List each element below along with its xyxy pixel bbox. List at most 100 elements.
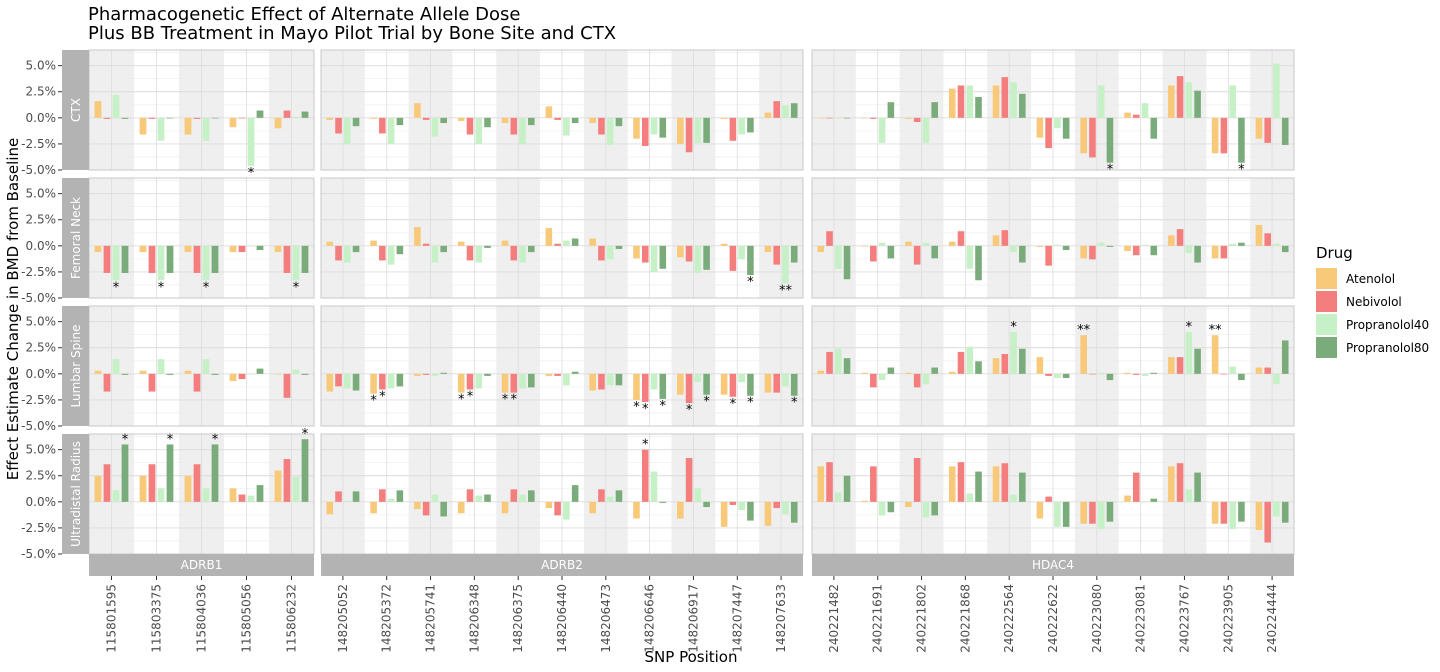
bar-115806232-propranolol80 xyxy=(301,373,309,375)
x-tick-label: 115806232 xyxy=(285,584,299,653)
bar-240221802-nebivolol xyxy=(913,458,921,502)
bar-115805056-propranolol40 xyxy=(247,245,255,247)
bar-148206440-propranolol40 xyxy=(563,373,570,386)
bar-148205741-propranolol80 xyxy=(440,245,447,253)
bar-148206646-propranolol80 xyxy=(659,117,667,138)
panel-adrb2-ctx xyxy=(320,49,804,171)
x-axis-title: SNP Position xyxy=(645,648,738,666)
bar-148205372-nebivolol xyxy=(379,373,386,390)
bar-148206646-propranolol40 xyxy=(650,471,658,502)
significance-marker: ** xyxy=(779,283,793,298)
bar-148206473-propranolol40 xyxy=(606,373,614,386)
significance-marker: * xyxy=(1238,163,1245,178)
bar-240223081-atenolol xyxy=(1124,245,1131,252)
bar-240224444-nebivolol xyxy=(1264,117,1271,143)
significance-marker: * xyxy=(167,432,174,447)
bar-148206917-atenolol xyxy=(677,501,684,519)
bar-240221482-atenolol xyxy=(817,245,825,253)
bar-240221802-atenolol xyxy=(905,241,912,246)
bar-115803375-propranolol40 xyxy=(157,245,165,281)
bar-148206348-atenolol xyxy=(457,373,465,393)
y-tick-label: 0.0% xyxy=(26,495,57,509)
bar-240223081-nebivolol xyxy=(1132,472,1140,502)
legend: Drug Atenolol Nebivolol Propranolol40 Propr… xyxy=(1316,244,1429,358)
bar-240223080-propranolol40 xyxy=(1097,372,1105,374)
bar-148206348-propranolol40 xyxy=(475,245,483,263)
bar-148206917-propranolol40 xyxy=(694,245,702,273)
panel-border xyxy=(811,177,1295,299)
bar-115803375-nebivolol xyxy=(148,117,156,119)
bar-240221482-nebivolol xyxy=(826,231,833,246)
bar-240221868-propranolol40 xyxy=(966,346,974,374)
bar-240222622-propranolol40 xyxy=(1054,244,1061,246)
bar-148206348-nebivolol xyxy=(466,117,474,135)
significance-marker: ** xyxy=(1077,323,1091,338)
row-strip xyxy=(62,434,89,554)
bar-240221482-nebivolol xyxy=(826,117,833,119)
bar-240221691-nebivolol xyxy=(870,373,877,388)
bar-148207447-atenolol xyxy=(720,373,728,395)
bar-240224444-propranolol80 xyxy=(1281,340,1289,374)
bar-148206646-propranolol80 xyxy=(659,245,667,269)
bar-148206440-nebivolol xyxy=(554,373,561,376)
bar-240221691-propranolol80 xyxy=(887,102,895,118)
bar-148207447-atenolol xyxy=(720,117,728,119)
bar-240223905-propranolol40 xyxy=(1229,366,1236,374)
bar-115801595-atenolol xyxy=(94,245,102,253)
bar-148207447-nebivolol xyxy=(729,373,737,397)
bar-240222622-propranolol40 xyxy=(1054,117,1061,129)
bar-148206348-propranolol80 xyxy=(484,245,491,248)
bar-240222622-propranolol40 xyxy=(1054,501,1061,527)
bar-240221868-atenolol xyxy=(948,466,956,502)
bar-148205741-nebivolol xyxy=(422,501,430,516)
bar-240221802-propranolol40 xyxy=(922,117,930,143)
bar-240223081-propranolol40 xyxy=(1141,501,1149,503)
bar-148205372-propranolol80 xyxy=(396,117,404,126)
significance-marker: * xyxy=(122,432,129,447)
significance-marker: * xyxy=(302,427,309,442)
bar-148207633-propranolol40 xyxy=(782,501,789,515)
bar-148206917-propranolol80 xyxy=(703,117,710,143)
bar-240223767-propranolol40 xyxy=(1185,332,1193,374)
y-tick-label: 2.5% xyxy=(26,85,57,99)
panel-border xyxy=(320,177,804,299)
bar-148206646-atenolol xyxy=(633,501,640,519)
bar-115805056-nebivolol xyxy=(238,117,246,119)
significance-marker: * xyxy=(642,438,649,453)
bar-148205741-atenolol xyxy=(414,373,421,376)
panel-adrb1-ctx xyxy=(88,49,315,171)
bar-115804036-propranolol40 xyxy=(202,117,210,141)
bar-240221482-nebivolol xyxy=(826,351,833,374)
bar-240223081-propranolol40 xyxy=(1141,244,1149,246)
bar-148206917-atenolol xyxy=(677,117,684,144)
bar-148207633-propranolol80 xyxy=(790,501,798,523)
significance-marker: * xyxy=(467,389,474,404)
significance-marker: * xyxy=(730,397,737,412)
bar-240223905-nebivolol xyxy=(1220,501,1228,524)
bar-148205372-nebivolol xyxy=(379,245,386,261)
y-axis-title: Effect Estimate Change in BMD from Basel… xyxy=(4,138,22,480)
bar-240224444-propranolol80 xyxy=(1281,117,1289,145)
bar-148206375-nebivolol xyxy=(510,245,518,261)
bar-115803375-nebivolol xyxy=(148,464,156,502)
bar-240222564-propranolol40 xyxy=(1010,245,1017,253)
bar-115805056-propranolol40 xyxy=(247,117,255,166)
y-tick-label: -5.0% xyxy=(21,419,56,433)
bar-240224444-propranolol40 xyxy=(1273,373,1280,385)
bar-240222622-propranolol80 xyxy=(1062,245,1070,250)
bar-148207633-propranolol40 xyxy=(782,373,789,387)
legend-swatch-atenolol xyxy=(1316,268,1337,289)
bar-148206917-nebivolol xyxy=(685,458,693,502)
panel-adrb2-lumbar-spine xyxy=(320,305,804,427)
bar-240223080-propranolol80 xyxy=(1106,501,1114,522)
bar-115805056-propranolol80 xyxy=(256,110,264,118)
bar-115801595-atenolol xyxy=(94,475,102,502)
bar-115803375-atenolol xyxy=(139,245,147,253)
bar-240224444-nebivolol xyxy=(1264,367,1271,374)
significance-marker: ** xyxy=(1209,323,1223,338)
bar-148206646-atenolol xyxy=(633,117,640,139)
bar-240221691-atenolol xyxy=(861,245,868,247)
row-strip-label: Femoral Neck xyxy=(69,197,83,279)
bar-240221482-propranolol80 xyxy=(843,245,851,280)
bar-148206375-atenolol xyxy=(501,240,509,246)
